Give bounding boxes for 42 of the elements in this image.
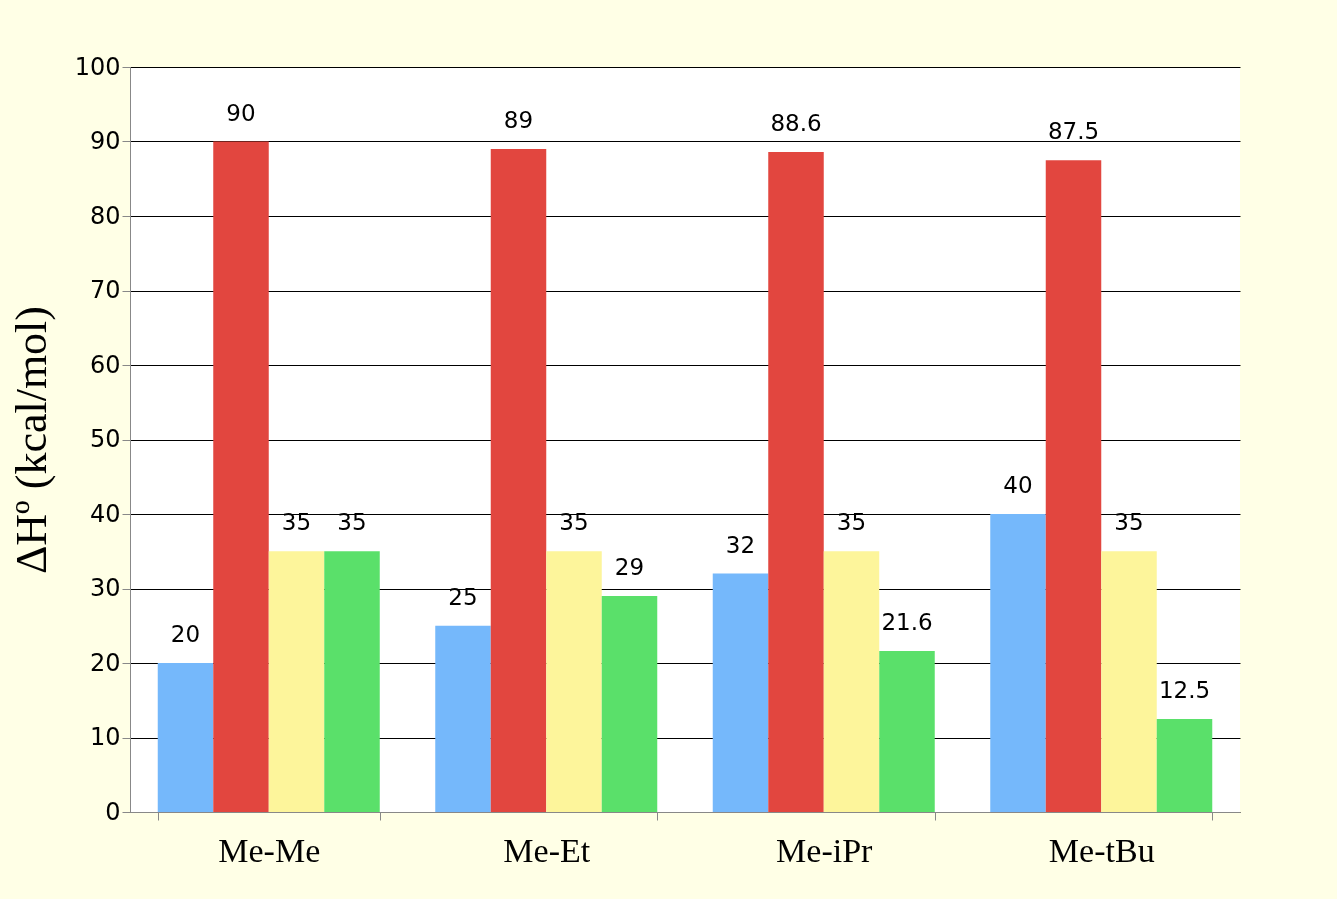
bar [1045,160,1102,812]
data-label: 87.5 [1047,118,1100,145]
x-tick-label: Me-Et [503,831,591,869]
bar [1156,718,1213,812]
x-tick-label: Me-tBu [1048,831,1155,869]
bar [712,573,769,812]
data-label: 40 [1003,472,1033,498]
y-tick-label: 30 [89,574,121,602]
bar [879,651,935,812]
y-tick-label: 20 [89,648,121,677]
y-tick-label: 70 [89,276,121,304]
y-tick-label: 40 [89,499,121,528]
data-label: 12.5 [1158,676,1211,703]
data-label: 89 [503,106,534,133]
bar [490,148,547,812]
x-tick-label: Me-Me [218,831,321,869]
y-tick-label: 50 [89,425,121,453]
x-tick-label: Me-iPr [776,831,874,869]
data-label: 21.6 [881,609,933,636]
bar [768,151,824,812]
bar [268,551,325,812]
data-label: 32 [725,531,756,558]
data-label: 29 [614,553,645,580]
bar [157,663,214,812]
bar [990,514,1046,812]
y-tick-label: 60 [89,350,121,379]
data-label: 90 [226,99,256,126]
y-tick-label: 0 [105,797,121,826]
y-tick-label: 100 [74,52,121,81]
data-label: 88.6 [770,109,822,136]
bar [1101,551,1157,812]
bar [601,595,658,812]
y-tick-label: 80 [89,201,121,230]
bar [823,551,880,812]
bar [546,551,602,812]
y-tick-label: 10 [89,723,121,751]
bar [324,551,380,812]
bar [435,625,491,812]
data-label: 20 [170,621,201,647]
bar [213,141,269,812]
y-axis-title: ΔHº (kcal/mol) [6,306,56,574]
y-tick-label: 90 [89,127,121,155]
